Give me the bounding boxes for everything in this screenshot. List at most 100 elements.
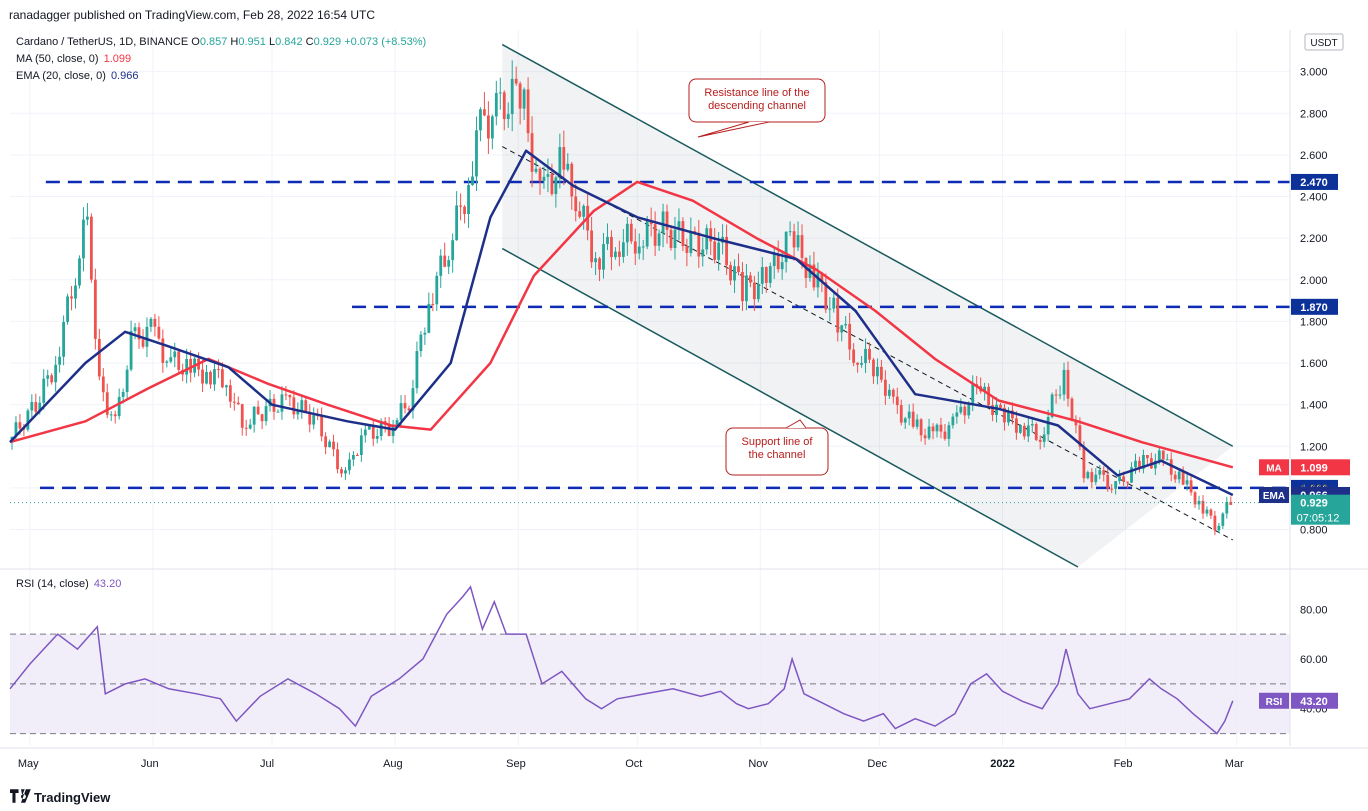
candle-body [137, 327, 141, 340]
ema-legend[interactable]: EMA (20, close, 0) 0.966 [16, 70, 138, 82]
candle-body [1007, 410, 1010, 423]
ohlc-item: L0.842 [265, 36, 303, 48]
candle-body [18, 422, 22, 429]
annotation-pointer [697, 121, 770, 138]
candle-body [1011, 410, 1014, 419]
candle-body [260, 414, 264, 422]
candle-body [129, 331, 133, 370]
ma-legend[interactable]: MA (50, close, 0) 1.099 [16, 53, 131, 65]
candle-body [689, 231, 693, 253]
candle-body [1142, 455, 1145, 469]
rsi-legend[interactable]: RSI (14, close) 43.20 [16, 578, 121, 590]
ohlc-values: O0.857 H0.951 L0.842 C0.929 [191, 36, 341, 48]
candle-body [673, 229, 677, 249]
candle-body [1058, 394, 1062, 396]
candle-body [637, 246, 641, 254]
candle-body [26, 410, 30, 430]
candle-body [1209, 509, 1213, 516]
candle-body [1193, 492, 1197, 505]
candle-body [939, 424, 943, 432]
candle-body [1225, 501, 1229, 514]
candle-body [113, 414, 117, 417]
candle-body [300, 400, 304, 411]
candle-body [955, 412, 959, 417]
candle-body [467, 185, 470, 214]
candle-body [669, 229, 673, 249]
rsi-value: 43.20 [93, 578, 122, 590]
candle-body [947, 425, 951, 439]
candle-body [399, 403, 403, 421]
candle-body [220, 369, 224, 388]
candle-body [1169, 459, 1173, 475]
candle-body [483, 109, 486, 116]
candle-body [967, 404, 971, 416]
candle-body [1102, 470, 1106, 475]
candle-body [614, 251, 617, 258]
candle-body [435, 275, 439, 305]
candle-body [816, 272, 820, 288]
candle-body [518, 83, 522, 109]
candle-body [606, 236, 609, 245]
candle-body [876, 366, 879, 377]
footer: TradingView [0, 782, 1368, 811]
candle-body [633, 241, 637, 254]
date-tick-label: Feb [1114, 758, 1133, 770]
candle-body [848, 323, 852, 350]
candle-body [1038, 439, 1042, 442]
candle-body [1114, 481, 1118, 489]
price-tick-label: 2.200 [1300, 233, 1328, 245]
candle-body [336, 449, 339, 470]
candle-body [248, 424, 252, 429]
candle-body [1094, 474, 1098, 483]
candle-body [546, 174, 550, 177]
candle-body [58, 356, 62, 365]
candle-body [1122, 476, 1125, 482]
candle-body [538, 168, 542, 181]
candle-body [209, 371, 212, 385]
candle-body [717, 242, 721, 260]
candle-body [963, 406, 967, 416]
candle-body [93, 279, 97, 339]
price-tick-label: 2.000 [1300, 275, 1328, 287]
candle-body [578, 211, 582, 217]
candle-body [657, 233, 661, 246]
candle-body [1062, 369, 1066, 395]
candle-body [697, 232, 701, 257]
price-label-tag [1259, 486, 1289, 503]
candle-body [856, 362, 859, 365]
candle-body [709, 228, 713, 242]
candle-body [927, 426, 931, 439]
candle-body [733, 266, 736, 281]
candle-body [189, 358, 193, 373]
candle-body [332, 441, 335, 450]
candle-body [629, 223, 633, 242]
candle-body [1046, 417, 1050, 435]
candle-body [931, 426, 935, 432]
candle-body [570, 163, 574, 197]
price-label-tag-text: EMA [1263, 491, 1285, 502]
ohlc-item: H0.951 [227, 36, 266, 48]
candle-body [665, 211, 669, 230]
tradingview-brand[interactable]: TradingView [34, 790, 111, 805]
candle-body [201, 369, 204, 384]
symbol-legend: Cardano / TetherUS, 1D, BINANCE O0.857 H… [16, 36, 426, 48]
candle-body [566, 163, 570, 170]
candle-body [526, 89, 530, 134]
candle-body [157, 326, 161, 339]
ema-value: 0.966 [110, 70, 139, 82]
candle-body [407, 408, 411, 411]
candle-body [780, 262, 784, 270]
ema-label: EMA (20, close, 0) [16, 70, 106, 82]
candle-body [443, 255, 447, 267]
candle-body [764, 267, 768, 283]
candle-body [653, 224, 657, 246]
tradingview-logo-icon[interactable] [10, 789, 32, 803]
candle-body [367, 426, 371, 430]
candle-body [1138, 460, 1141, 469]
candle-body [276, 411, 280, 413]
symbol-name[interactable]: Cardano / TetherUS, 1D, BINANCE [16, 36, 189, 48]
candle-body [713, 241, 717, 260]
candle-body [788, 231, 792, 233]
